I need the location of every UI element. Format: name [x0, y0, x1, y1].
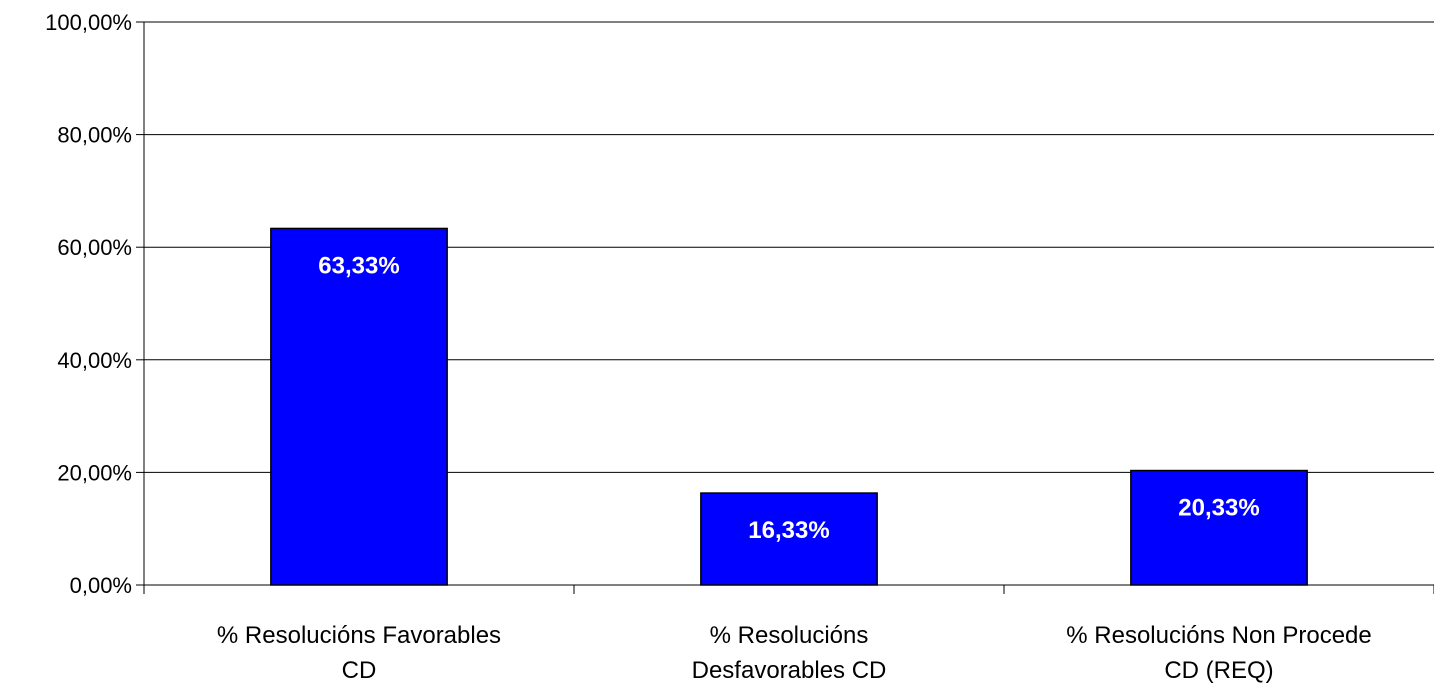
category-label: CD — [342, 657, 377, 684]
labels: 0,00% 20,00% 40,00% 60,00% 80,00% 100,00% 63,3… — [45, 10, 1372, 684]
y-tick-label: 60,00% — [57, 235, 132, 260]
category-label: % Resolucións — [710, 622, 869, 649]
bar — [700, 492, 878, 586]
category-label: % Resolucións Non Procede — [1066, 622, 1372, 649]
data-label: 20,33% — [1178, 495, 1259, 522]
data-label: 63,33% — [318, 252, 399, 279]
y-tick-label: 100,00% — [45, 10, 132, 35]
category-label: % Resolucións Favorables — [217, 622, 501, 649]
bars — [270, 227, 1308, 586]
category-label: CD (REQ) — [1164, 657, 1273, 684]
y-tick-label: 40,00% — [57, 348, 132, 373]
y-tick-label: 80,00% — [57, 123, 132, 148]
data-label: 16,33% — [748, 517, 829, 544]
bar — [270, 227, 448, 586]
category-label: Desfavorables CD — [692, 657, 887, 684]
bar — [1130, 469, 1308, 586]
y-tick-label: 20,00% — [57, 460, 132, 485]
y-tick-label: 0,00% — [70, 573, 132, 598]
